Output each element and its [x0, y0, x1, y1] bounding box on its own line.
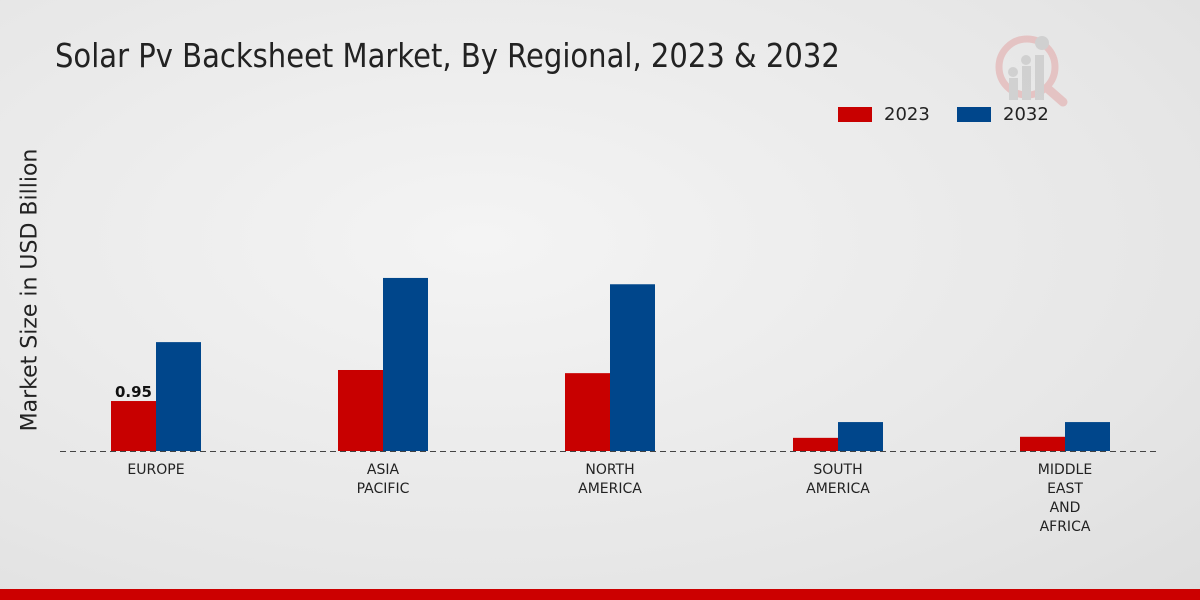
- category-label: PACIFIC: [357, 481, 410, 497]
- bar-2032-middle-east-and-africa: [1065, 422, 1110, 451]
- bar-2023-asia-pacific: [338, 369, 383, 451]
- category-label: AFRICA: [1040, 519, 1091, 535]
- bar-2032-europe: [156, 342, 201, 451]
- bar-2023-south-america: [793, 437, 838, 451]
- data-label: 0.95: [115, 383, 152, 401]
- legend-label-2032: 2032: [1003, 104, 1049, 125]
- category-label: SOUTH: [813, 462, 862, 478]
- category-label: EAST: [1047, 481, 1083, 497]
- bar-2023-europe: [111, 401, 156, 451]
- bar-2032-north-america: [610, 284, 655, 451]
- footer-bar: [0, 589, 1200, 600]
- category-label: EUROPE: [127, 462, 184, 478]
- chart-title: Solar Pv Backsheet Market, By Regional, …: [55, 36, 840, 75]
- category-label: AND: [1050, 500, 1081, 516]
- category-label: AMERICA: [806, 481, 870, 497]
- bar-2023-middle-east-and-africa: [1020, 436, 1065, 451]
- category-label: NORTH: [585, 462, 634, 478]
- category-label: AMERICA: [578, 481, 642, 497]
- bar-2032-asia-pacific: [383, 277, 428, 451]
- logo-watermark-icon: [995, 35, 1068, 107]
- legend-swatch-2032: [957, 107, 991, 122]
- legend-item-2023: 2023: [838, 104, 930, 125]
- legend-label-2023: 2023: [884, 104, 930, 125]
- bar-2032-south-america: [838, 422, 883, 451]
- category-label: ASIA: [367, 462, 400, 478]
- category-label: MIDDLE: [1038, 462, 1092, 478]
- legend-item-2032: 2032: [957, 104, 1049, 125]
- bar-2023-north-america: [565, 373, 610, 451]
- legend-swatch-2023: [838, 107, 872, 122]
